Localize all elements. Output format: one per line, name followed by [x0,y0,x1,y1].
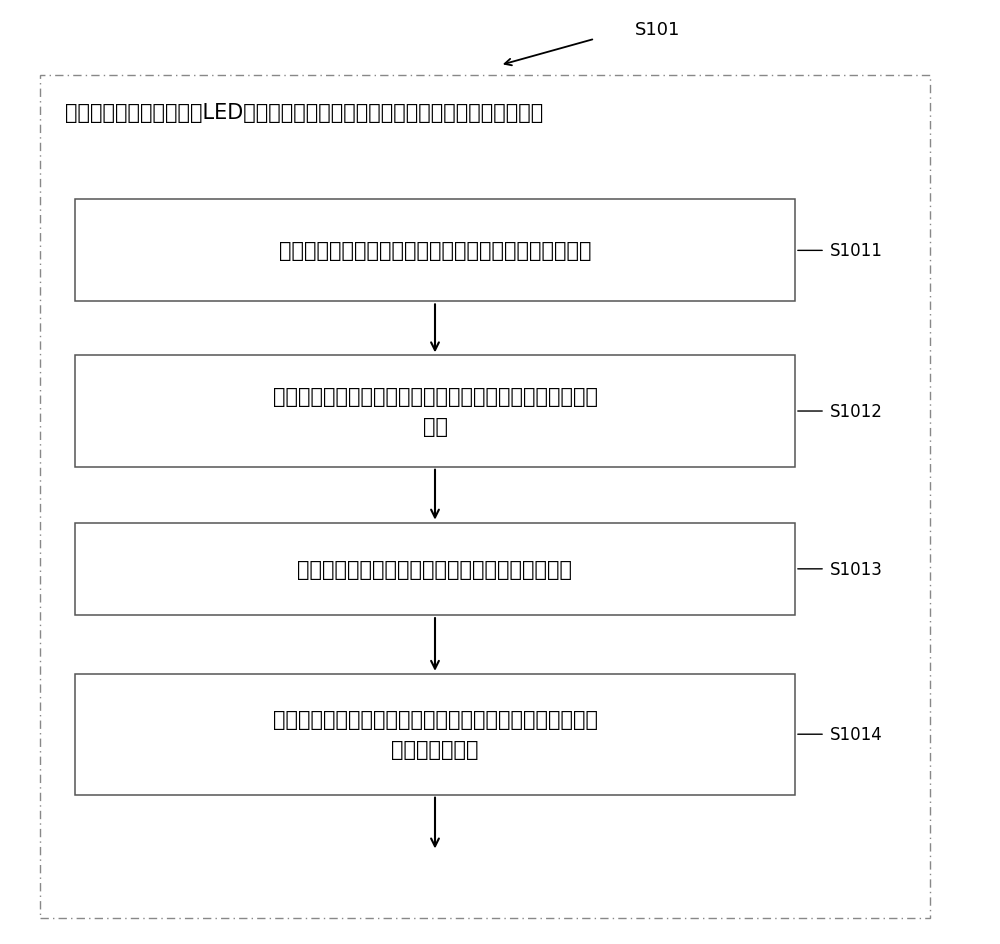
Text: S1014: S1014 [830,725,883,744]
Text: 计算频谱图像的频谱幅值，并在频谱幅值图像上确定待检测
区域: 计算频谱图像的频谱幅值，并在频谱幅值图像上确定待检测 区域 [272,387,598,436]
Text: S1013: S1013 [830,560,883,579]
Bar [40,76,930,918]
Bar [75,674,795,795]
Text: 根据全局最优分割阈値对第一图像进行灰度分割，得到第一
图像的灰度分布: 根据全局最优分割阈値对第一图像进行灰度分割，得到第一 图像的灰度分布 [272,710,598,759]
Bar [75,523,795,615]
Text: S101: S101 [635,21,680,40]
Text: S1011: S1011 [830,242,883,261]
Text: S1012: S1012 [830,402,883,421]
Text: 将第一图像的灰度值离散分布变换到频域，得到频谱图像: 将第一图像的灰度值离散分布变换到频域，得到频谱图像 [279,241,591,261]
Bar [75,200,795,302]
Text: 根据待检测区域的频谱幅值计算全局最优分割阈値: 根据待检测区域的频谱幅值计算全局最优分割阈値 [298,559,572,580]
Bar [75,356,795,467]
Text: 利用图像采集器拍摄得到LED显示屏的第一图像，在频域上分析第一图像的灰度分布: 利用图像采集器拍摄得到LED显示屏的第一图像，在频域上分析第一图像的灰度分布 [65,103,543,124]
